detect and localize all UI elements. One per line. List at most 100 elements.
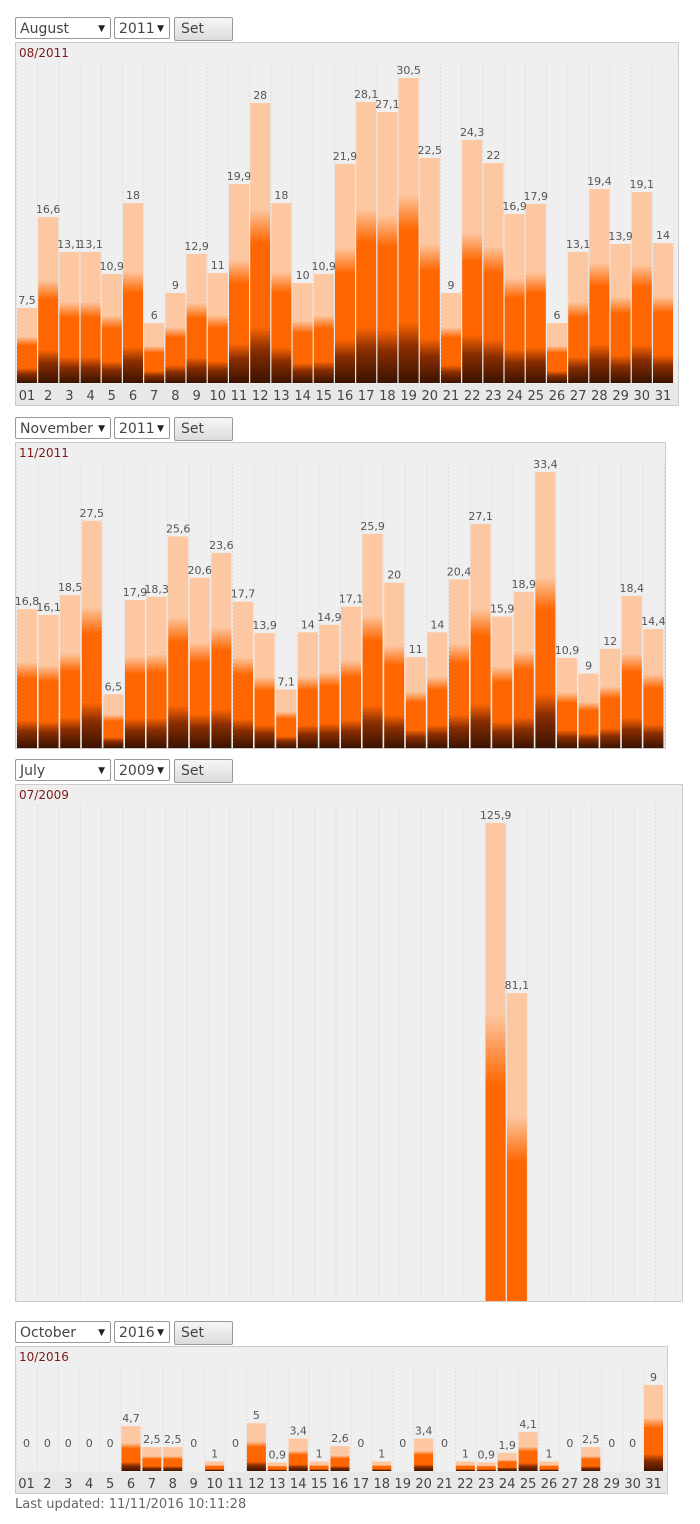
data-label: 3,4 [289, 1425, 307, 1438]
bar [271, 203, 292, 383]
x-tick-label: 21 [443, 389, 460, 404]
bar [189, 577, 210, 748]
bar [441, 293, 461, 383]
data-label: 6 [151, 309, 158, 322]
data-label: 0 [232, 1437, 239, 1450]
bar [233, 601, 253, 748]
chevron-down-icon: ▼ [157, 424, 164, 434]
data-label: 14,9 [317, 611, 342, 624]
data-label: 20 [387, 569, 401, 582]
chart-oct-2016: 10/2016 0 01 0 2 0 3 0 4 0 5 4,7 6 2,5 7 2,5 8 0 9 1 10 0 11 5… [15, 1346, 668, 1494]
data-label: 0 [44, 1437, 51, 1450]
x-tick-label: 10 [210, 389, 227, 404]
data-label: 18,5 [58, 581, 83, 594]
x-tick-label: 12 [248, 1477, 265, 1492]
x-tick-label: 24 [506, 389, 523, 404]
bar [276, 689, 297, 748]
data-label: 9 [172, 279, 179, 292]
bar [384, 582, 405, 748]
data-label: 2,5 [143, 1433, 161, 1446]
data-label: 25,9 [360, 520, 385, 533]
bar [60, 595, 81, 748]
x-tick-label: 27 [562, 1477, 579, 1492]
data-label: 81,1 [505, 979, 530, 992]
set-month-button[interactable]: Set month [174, 17, 234, 59]
data-label: 11 [409, 643, 423, 656]
data-label: 10,9 [555, 644, 580, 657]
bar [600, 648, 621, 748]
bar [17, 609, 37, 748]
bar [292, 283, 313, 383]
year-select[interactable]: 2011 ▼ [114, 17, 170, 39]
set-month-button[interactable]: Set month [174, 1321, 234, 1363]
x-tick-label: 20 [415, 1477, 432, 1492]
bar [372, 1461, 392, 1471]
data-label: 0,9 [478, 1448, 496, 1461]
data-label: 27,1 [375, 98, 400, 111]
month-select[interactable]: August ▼ [15, 17, 111, 39]
data-label: 1,9 [498, 1439, 516, 1452]
x-tick-label: 15 [316, 389, 333, 404]
x-tick-label: 11 [231, 389, 248, 404]
data-label: 1 [211, 1447, 218, 1460]
bar [513, 591, 534, 748]
bar [288, 1438, 308, 1471]
bar [578, 673, 599, 748]
chart-nov-2011: 11/2011 16,8 16,1 18,5 27,5 6,5 17,9 18,3 25,6 2… [15, 442, 666, 749]
set-month-button[interactable]: Set month [174, 759, 234, 801]
data-label: 1 [546, 1447, 553, 1460]
data-label: 0 [86, 1437, 93, 1450]
x-tick-label: 4 [86, 389, 94, 404]
chart-title: 08/2011 [19, 46, 69, 60]
data-label: 19,1 [630, 178, 655, 191]
data-label: 125,9 [480, 809, 512, 822]
year-select[interactable]: 2011 ▼ [114, 417, 170, 439]
data-label: 16,8 [16, 595, 39, 608]
bar [38, 614, 59, 748]
data-label: 13,9 [608, 230, 633, 243]
bar [557, 657, 577, 748]
month-select[interactable]: November ▼ [15, 417, 111, 439]
bar [17, 308, 37, 383]
data-label: 0 [23, 1437, 30, 1450]
bar [168, 536, 189, 748]
x-tick-label: 30 [634, 389, 651, 404]
year-select[interactable]: 2016 ▼ [114, 1321, 170, 1343]
x-tick-label: 22 [457, 1477, 474, 1492]
data-label: 0 [608, 1437, 615, 1450]
bar [254, 633, 275, 748]
year-select-value: 2011 [119, 21, 155, 37]
data-label: 11 [211, 259, 225, 272]
month-select[interactable]: October ▼ [15, 1321, 111, 1343]
x-tick-label: 26 [549, 389, 566, 404]
data-label: 0 [190, 1437, 197, 1450]
x-tick-label: 13 [273, 389, 290, 404]
chevron-down-icon: ▼ [98, 424, 105, 434]
data-label: 15,9 [490, 603, 515, 616]
data-label: 4,1 [519, 1418, 537, 1431]
x-tick-label: 25 [528, 389, 545, 404]
bar [581, 1447, 601, 1471]
x-tick-label: 14 [294, 389, 311, 404]
year-select[interactable]: 2009 ▼ [114, 759, 170, 781]
bar-chart-svg: 125,9 81,1 [16, 805, 678, 1301]
bar [539, 1461, 559, 1471]
x-tick-label: 01 [18, 1477, 35, 1492]
bar [610, 244, 631, 383]
x-tick-label: 5 [108, 389, 116, 404]
x-tick-label: 26 [541, 1477, 558, 1492]
x-tick-label: 19 [400, 389, 417, 404]
bar [644, 1385, 663, 1471]
month-select[interactable]: July ▼ [15, 759, 111, 781]
bar [103, 694, 124, 748]
x-tick-label: 3 [64, 1477, 72, 1492]
data-label: 0,9 [269, 1448, 287, 1461]
x-tick-label: 10 [206, 1477, 223, 1492]
data-label: 22,5 [418, 144, 443, 157]
data-label: 9 [585, 660, 592, 673]
set-month-button[interactable]: Set month [174, 417, 234, 459]
data-label: 14,4 [641, 615, 665, 628]
month-select-value: October [20, 1325, 77, 1341]
x-tick-label: 5 [106, 1477, 114, 1492]
bar [250, 103, 271, 383]
